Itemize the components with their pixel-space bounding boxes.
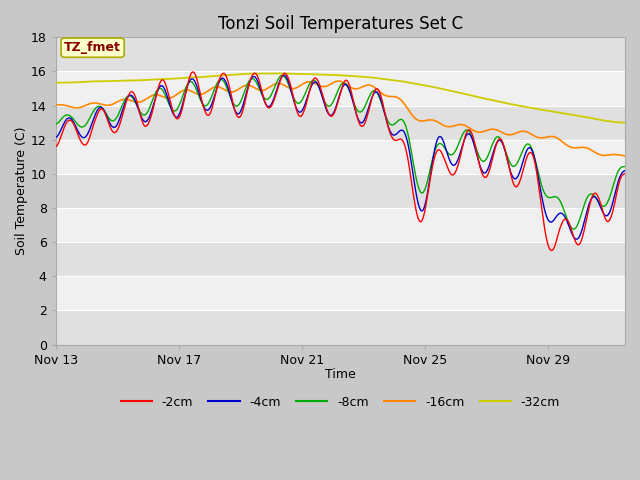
- Legend: -2cm, -4cm, -8cm, -16cm, -32cm: -2cm, -4cm, -8cm, -16cm, -32cm: [116, 391, 565, 414]
- Bar: [56, 140, 625, 174]
- Text: TZ_fmet: TZ_fmet: [64, 41, 121, 54]
- Bar: [56, 208, 625, 242]
- Bar: [56, 174, 625, 208]
- Bar: [56, 242, 625, 276]
- Bar: [56, 72, 625, 106]
- Bar: [56, 106, 625, 140]
- Bar: [56, 276, 625, 311]
- Bar: [56, 311, 625, 345]
- X-axis label: Time: Time: [325, 368, 356, 381]
- Title: Tonzi Soil Temperatures Set C: Tonzi Soil Temperatures Set C: [218, 15, 463, 33]
- Y-axis label: Soil Temperature (C): Soil Temperature (C): [15, 127, 28, 255]
- Bar: [56, 37, 625, 72]
